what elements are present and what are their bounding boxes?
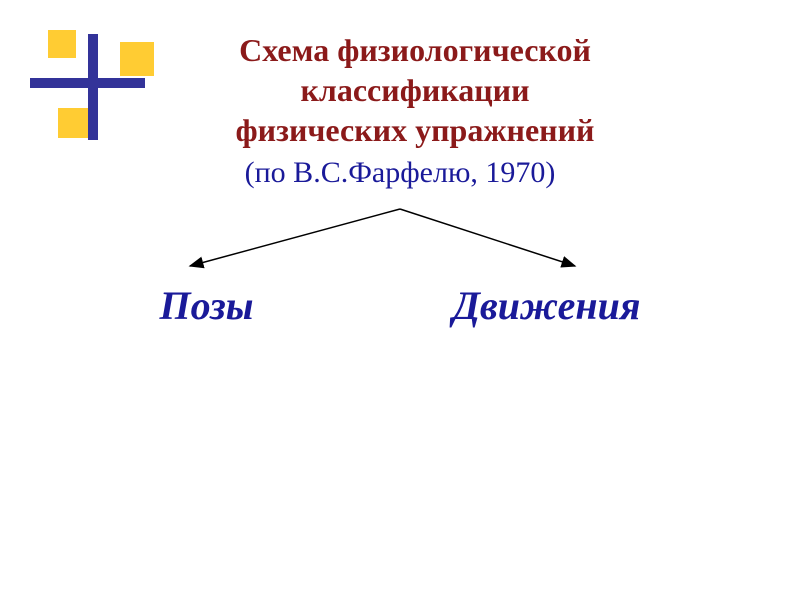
arrow-right — [400, 209, 575, 266]
corner-decoration — [30, 30, 150, 140]
title-line-3: физических упражнений — [80, 110, 750, 150]
label-right: Движения — [453, 282, 641, 329]
branch-arrows — [0, 204, 800, 276]
branch-labels: Позы Движения — [0, 282, 800, 329]
arrow-left — [190, 209, 400, 266]
arrows-svg — [0, 204, 800, 276]
slide-subtitle: (по В.С.Фарфелю, 1970) — [0, 156, 800, 190]
deco-bar-vertical — [88, 34, 98, 140]
deco-square-yellow-3 — [58, 108, 88, 138]
deco-square-yellow-1 — [48, 30, 76, 58]
label-left: Позы — [160, 282, 254, 329]
title-line-1: Схема физиологической — [80, 30, 750, 70]
deco-square-yellow-2 — [120, 42, 154, 76]
title-line-2: классификации — [80, 70, 750, 110]
